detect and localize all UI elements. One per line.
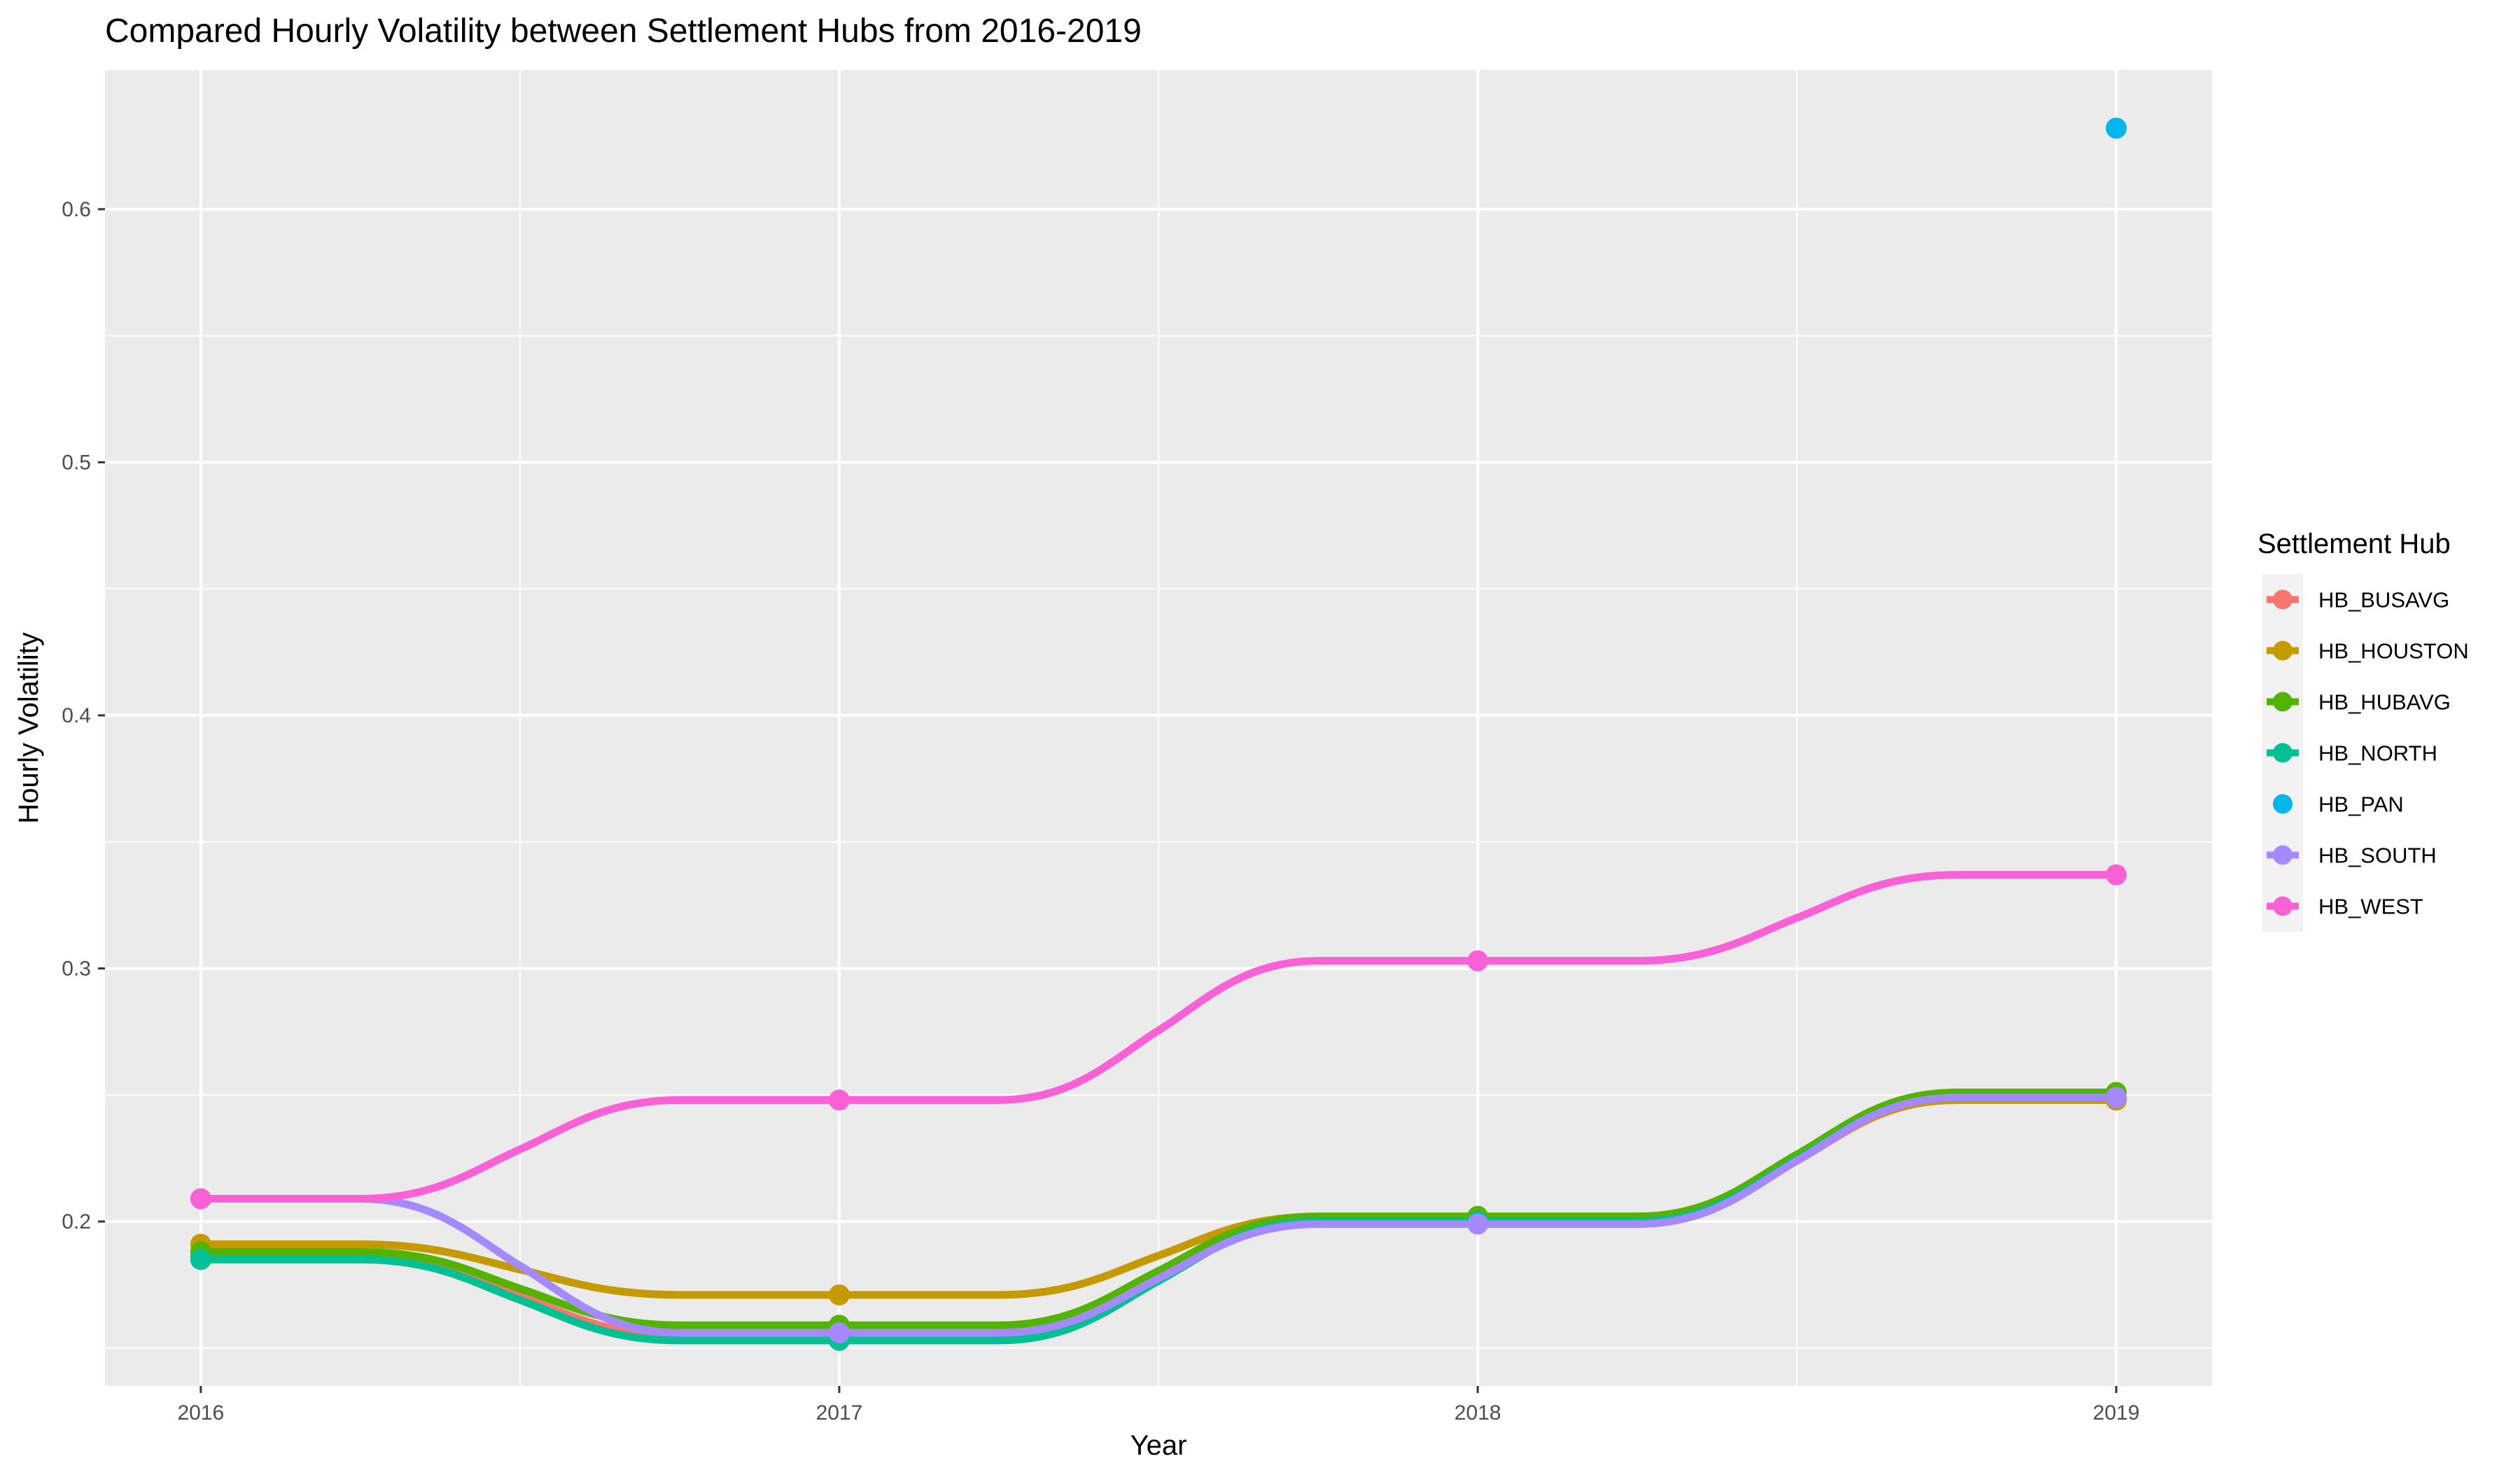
- series-lines: [197, 871, 2120, 1345]
- legend-key-point: [2273, 640, 2292, 661]
- y-tick-label: 0.4: [62, 704, 91, 727]
- data-point-hb-north: [190, 1249, 211, 1270]
- y-tick-label: 0.6: [62, 198, 91, 221]
- legend-key-point: [2273, 589, 2292, 610]
- data-point-hb-west: [190, 1188, 211, 1210]
- x-tick-label: 2018: [1455, 1401, 1502, 1424]
- legend-key-point: [2273, 743, 2292, 763]
- data-point-hb-west: [2106, 864, 2127, 886]
- minor-grid: [105, 70, 2212, 1386]
- x-axis-title: Year: [1130, 1430, 1187, 1461]
- data-point-hb-south: [2106, 1086, 2127, 1108]
- legend-key-point: [2273, 896, 2292, 916]
- data-point-hb-houston: [828, 1284, 850, 1306]
- legend-items: HB_BUSAVG HB_HOUSTON HB_HUBAVG HB_NORTH HB_P…: [2262, 574, 2469, 932]
- data-point-hb-south: [1467, 1213, 1489, 1235]
- x-tick-label: 2017: [816, 1401, 863, 1424]
- series-line-hb-hubavg: [197, 1088, 2120, 1329]
- legend-key-point: [2273, 794, 2292, 814]
- data-point-hb-west: [828, 1089, 850, 1111]
- legend-label-hb-north: HB_NORTH: [2318, 741, 2437, 766]
- y-axis-title: Hourly Volatility: [13, 632, 44, 823]
- legend-key-point: [2273, 692, 2292, 712]
- series-line-hb-west: [197, 871, 2120, 1203]
- series-points: [190, 118, 2127, 1351]
- chart-title: Compared Hourly Volatility between Settl…: [105, 13, 1142, 50]
- y-tick-label: 0.3: [62, 957, 91, 980]
- legend-label-hb-west: HB_WEST: [2318, 895, 2423, 919]
- legend-label-hb-hubavg: HB_HUBAVG: [2318, 690, 2451, 715]
- x-tick-label: 2019: [2093, 1401, 2140, 1424]
- legend-label-hb-busavg: HB_BUSAVG: [2318, 588, 2449, 612]
- legend-label-hb-south: HB_SOUTH: [2318, 844, 2437, 868]
- data-point-hb-west: [1467, 950, 1489, 972]
- legend-label-hb-houston: HB_HOUSTON: [2318, 639, 2469, 664]
- data-point-hb-south: [828, 1322, 850, 1344]
- data-point-hb-pan: [2106, 118, 2127, 139]
- legend: Settlement Hub HB_BUSAVG HB_HOUSTON HB_HUB…: [2258, 528, 2469, 932]
- y-axis: 0.2 0.3 0.4 0.5 0.6: [62, 198, 105, 1233]
- y-tick-label: 0.2: [62, 1210, 91, 1233]
- legend-label-hb-pan: HB_PAN: [2318, 792, 2404, 817]
- legend-title: Settlement Hub: [2258, 528, 2451, 559]
- series-line-hb-south: [197, 1093, 2120, 1337]
- x-axis: 2016 2017 2018 2019: [177, 1386, 2140, 1424]
- x-tick-label: 2016: [177, 1401, 224, 1424]
- y-tick-label: 0.5: [62, 451, 91, 474]
- legend-key-point: [2273, 845, 2292, 865]
